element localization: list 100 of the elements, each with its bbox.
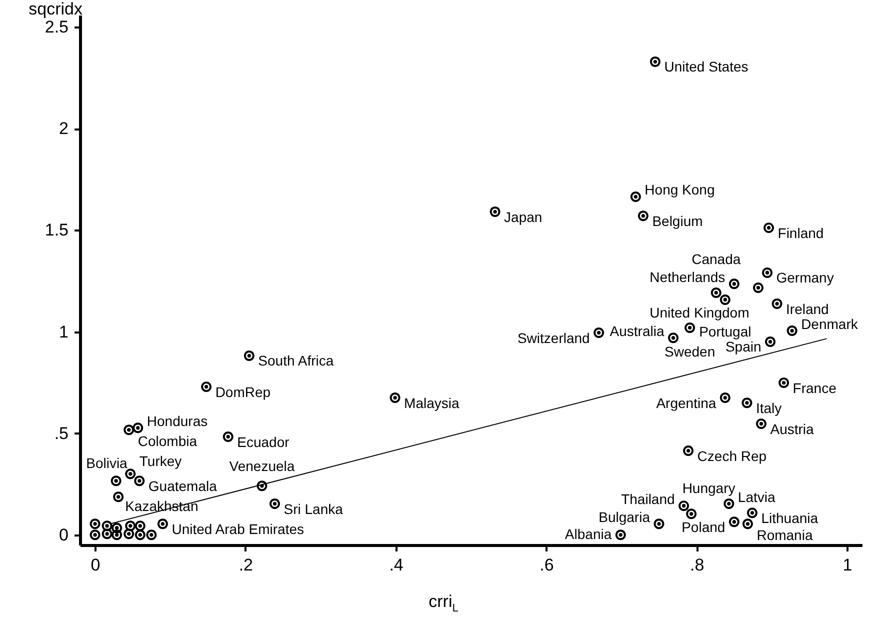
point [222,432,234,442]
point [201,382,212,392]
point [650,56,660,67]
point [772,298,782,310]
data-label: Guatemala [148,478,218,494]
point [630,192,641,202]
point [490,206,500,218]
point [678,500,690,512]
data-label: United Kingdom [650,304,750,321]
data-label: DomRep [215,384,271,400]
point [764,222,774,234]
y-tick-label: 1 [59,322,68,342]
point [728,516,740,528]
y-tick-label: 2.5 [44,18,68,37]
data-label: Canada [692,250,741,267]
x-tick-label: .2 [238,556,254,574]
x-tick-label: .4 [389,556,404,574]
data-label: Ecuador [237,434,290,450]
data-label: Sri Lanka [284,500,344,517]
data-label: Colombia [138,432,198,449]
point [686,508,697,520]
point [110,476,122,486]
data-label: Portugal [699,324,752,340]
point [615,530,626,540]
y-tick-label: 1.5 [44,220,68,240]
x-tick-label: .6 [540,556,554,574]
data-label: Turkey [139,452,182,469]
y-tick-label: 2 [59,119,68,138]
data-label: France [792,380,837,396]
point [786,326,798,336]
point [654,518,664,530]
data-label: Malaysia [404,394,460,411]
data-label: Belgium [652,212,703,229]
data-label: Latvia [738,488,776,505]
data-label: Thailand [621,490,675,507]
data-label: Venezuela [229,458,295,474]
point [724,498,734,510]
data-label: Spain [725,338,762,355]
point [125,468,136,480]
x-tick-label: 1 [842,556,852,574]
data-label: Romania [756,526,813,543]
data-label: Albania [564,526,612,542]
point [113,492,124,502]
point [683,446,694,456]
point [742,398,752,408]
point [146,530,157,540]
point [746,508,758,518]
data-label: Switzerland [517,330,590,346]
data-label: Hungary [682,480,736,496]
point [134,530,146,540]
point [390,392,400,404]
data-label: Lithuania [761,510,818,526]
point [90,518,100,530]
point [638,210,648,222]
point [720,392,730,404]
point [594,328,604,338]
point [756,418,766,430]
point [244,350,254,361]
point [762,267,772,278]
x-tick-label: 0 [90,556,100,574]
data-label: Germany [776,270,834,286]
data-label: United Arab Emirates [172,520,304,537]
point [668,332,679,344]
data-label: Hong Kong [644,182,715,198]
point [102,528,112,540]
x-tick-label: .8 [690,556,704,574]
point [742,518,753,530]
point [134,476,145,486]
data-label: Sweden [664,344,716,360]
data-label: United States [664,58,748,75]
point [778,378,790,388]
data-label: Finland [778,224,824,241]
data-label: Honduras [146,412,208,429]
data-label: Ireland [786,300,829,317]
data-label: Argentina [656,394,716,411]
y-tick-label: 0 [59,525,68,544]
point [752,282,764,293]
data-label: Netherlands [650,268,726,285]
data-label: Czech Rep [697,448,767,464]
data-label: Bolivia [86,454,128,471]
point [720,294,730,305]
point [157,518,168,530]
point [124,528,134,540]
data-label: Denmark [801,316,859,332]
point [90,530,100,540]
point [124,424,134,436]
data-label: South Africa [258,352,334,369]
data-label: Australia [610,322,664,339]
data-label: Italy [756,400,782,416]
point [132,422,144,434]
point [112,530,122,540]
x-axis-title: crri$_{L}$ [428,592,460,614]
point [728,278,740,290]
data-label: Poland [682,518,726,535]
point [765,336,776,347]
point [710,288,722,298]
y-tick-label: .5 [54,424,68,443]
y-axis-title: sqcridx [28,0,83,18]
data-label: Japan [504,208,542,225]
data-label: Bulgaria [598,508,650,525]
